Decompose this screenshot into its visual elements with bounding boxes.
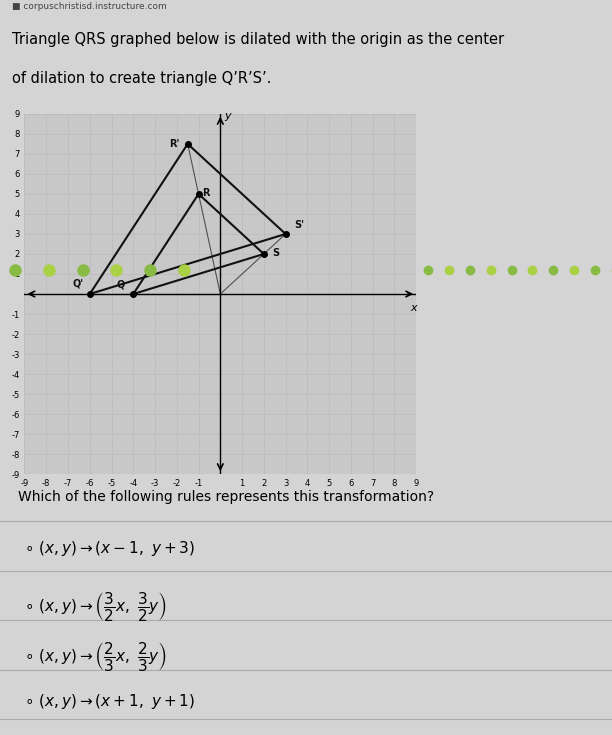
Text: S: S <box>272 248 279 258</box>
Text: ■ corpuschristisd.instructure.com: ■ corpuschristisd.instructure.com <box>12 2 167 11</box>
Text: $\circ\ (x, y) \rightarrow \left(\dfrac{2}{3}x,\ \dfrac{2}{3}y\right)$: $\circ\ (x, y) \rightarrow \left(\dfrac{… <box>24 639 168 673</box>
Text: $\circ\ (x, y) \rightarrow (x + 1,\ y + 1)$: $\circ\ (x, y) \rightarrow (x + 1,\ y + … <box>24 692 196 711</box>
Text: Q: Q <box>116 280 124 290</box>
Text: of dilation to create triangle Q’R’S’.: of dilation to create triangle Q’R’S’. <box>12 71 272 86</box>
Text: Triangle QRS graphed below is dilated with the origin as the center: Triangle QRS graphed below is dilated wi… <box>12 32 504 47</box>
Text: y: y <box>225 111 231 121</box>
Text: Q': Q' <box>72 279 83 289</box>
Text: R: R <box>203 188 210 198</box>
Text: x: x <box>411 303 417 313</box>
Text: $\circ\ (x, y) \rightarrow \left(\dfrac{3}{2}x,\ \dfrac{3}{2}y\right)$: $\circ\ (x, y) \rightarrow \left(\dfrac{… <box>24 590 168 623</box>
Text: S': S' <box>295 220 305 230</box>
Text: $\circ\ (x, y) \rightarrow (x - 1,\ y + 3)$: $\circ\ (x, y) \rightarrow (x - 1,\ y + … <box>24 539 196 559</box>
Text: Which of the following rules represents this transformation?: Which of the following rules represents … <box>18 490 435 503</box>
Text: R': R' <box>170 139 180 149</box>
